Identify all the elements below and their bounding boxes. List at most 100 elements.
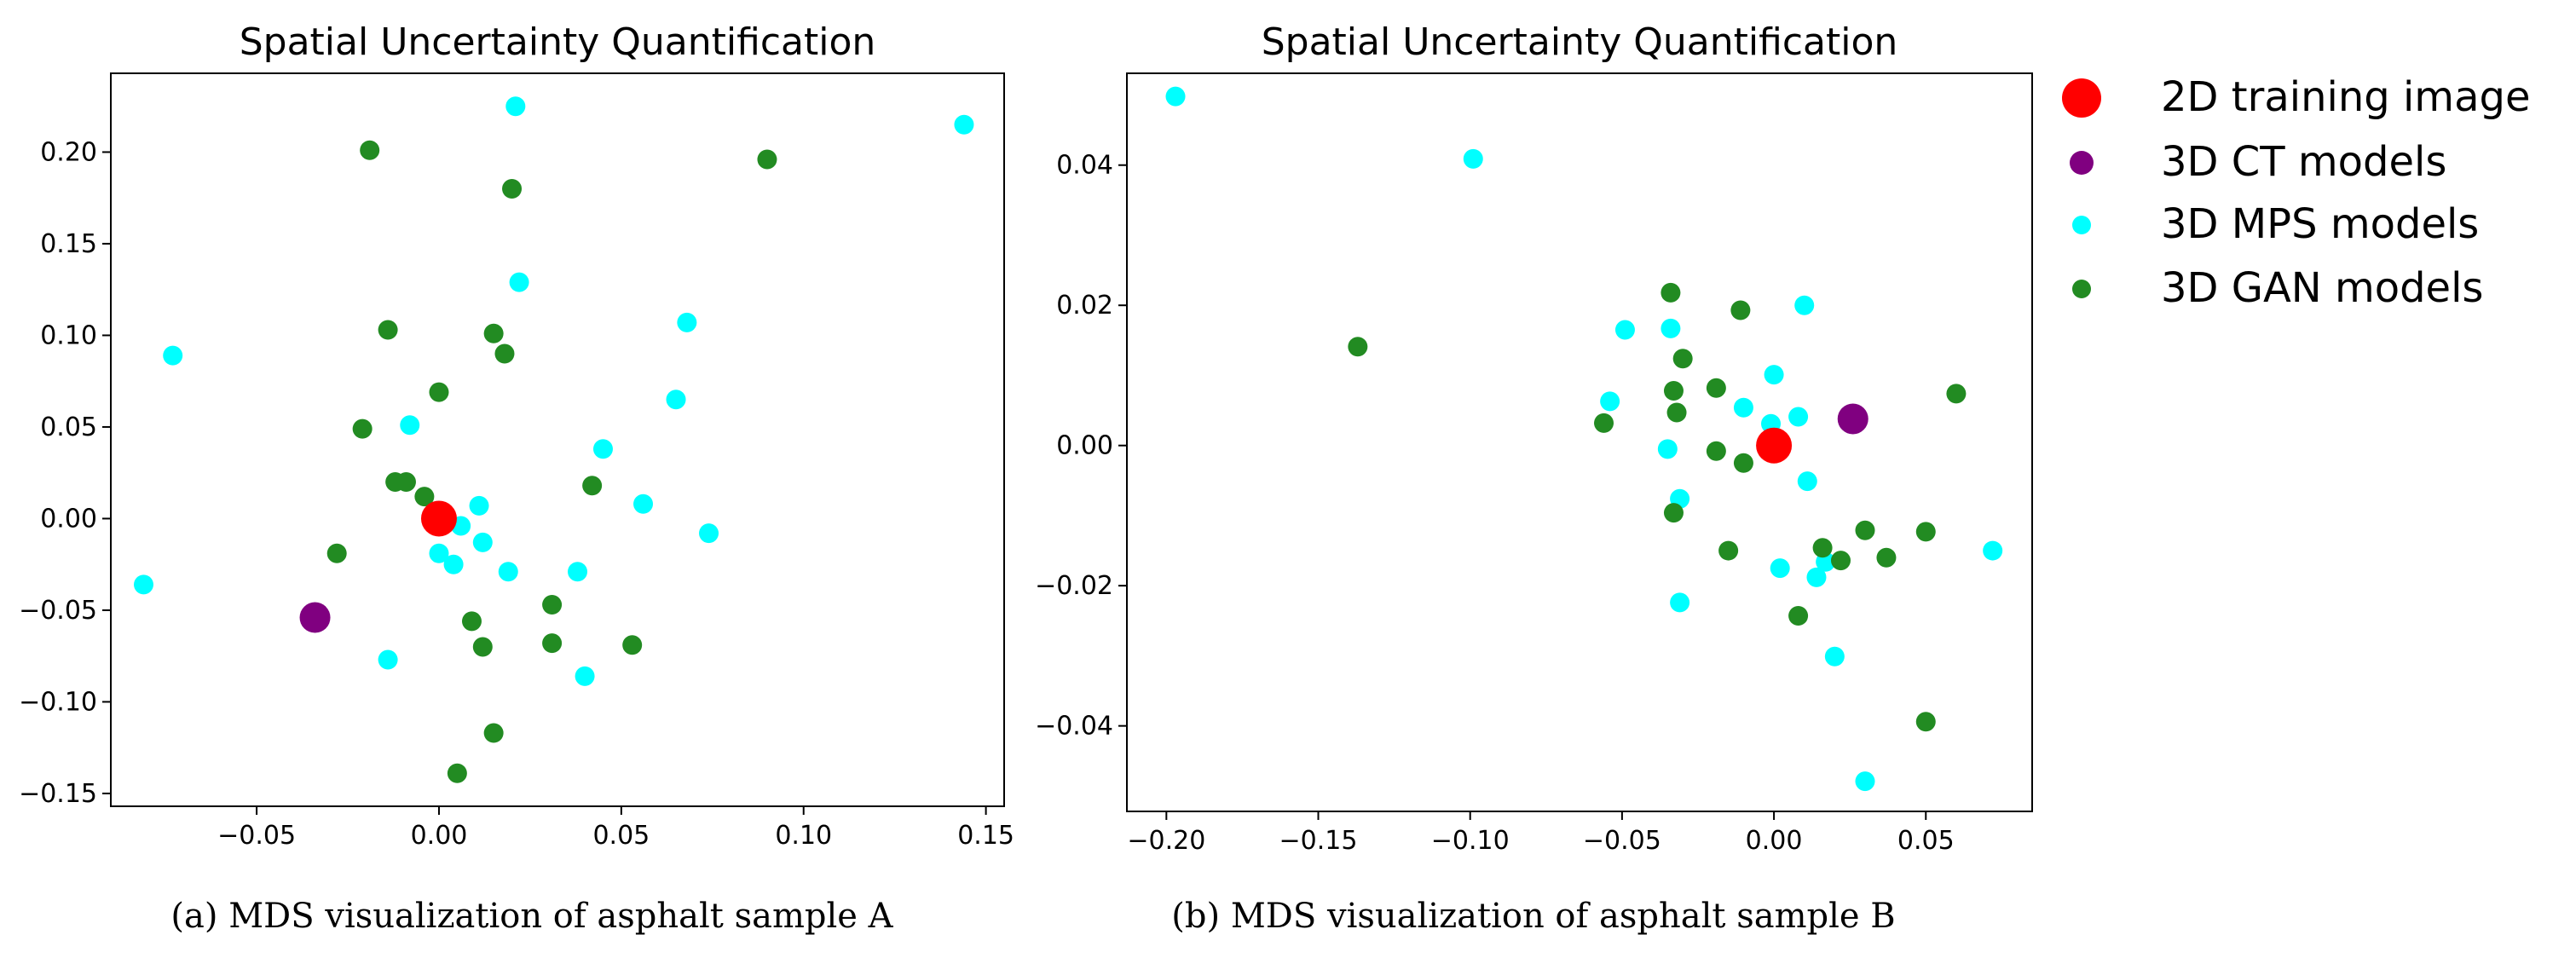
point-3d-mps-models (472, 532, 493, 552)
point-3d-mps-models (509, 272, 529, 292)
point-3d-gan-models (326, 543, 347, 563)
x-tick-label: −0.10 (1431, 826, 1510, 856)
point-3d-gan-models (1915, 712, 1936, 732)
point-3d-gan-models (1666, 402, 1687, 423)
point-3d-mps-models (1983, 540, 2003, 561)
point-3d-mps-models (1657, 439, 1678, 459)
point-3d-mps-models (1165, 86, 1186, 107)
point-3d-mps-models (1824, 646, 1845, 667)
chart-a-title: Spatial Uncertainty Quantification (240, 20, 876, 64)
point-3d-mps-models (505, 96, 526, 117)
point-3d-gan-models (1855, 520, 1875, 540)
x-tick-label: −0.05 (1583, 826, 1661, 856)
y-tick-label: 0.00 (1056, 431, 1113, 461)
point-3d-gan-models (502, 178, 523, 199)
point-3d-mps-models (1614, 320, 1635, 340)
point-3d-gan-models (378, 320, 398, 340)
point-3d-gan-models (1718, 540, 1739, 561)
chart-b: Spatial Uncertainty Quantification −0.20… (1035, 20, 2033, 936)
point-3d-mps-models (575, 666, 595, 686)
point-3d-gan-models (542, 595, 563, 615)
point-3d-gan-models (1672, 349, 1693, 369)
x-tick-label: 0.10 (775, 821, 832, 851)
legend-item-2d-training-image: 2D training image (2062, 73, 2530, 121)
legend-item-3d-ct-models: 3D CT models (2070, 138, 2446, 186)
point-3d-gan-models (1706, 378, 1726, 398)
y-tick-label: −0.02 (1035, 571, 1113, 601)
point-3d-mps-models (1764, 365, 1784, 385)
y-tick-label: −0.10 (19, 687, 97, 717)
point-3d-gan-models (494, 343, 515, 364)
point-2d-training-image (420, 500, 457, 537)
point-2d-training-image (1756, 427, 1793, 464)
point-3d-gan-models (1830, 551, 1851, 571)
x-tick-label: 0.15 (957, 821, 1014, 851)
y-tick-label: 0.02 (1056, 291, 1113, 320)
point-3d-mps-models (1797, 471, 1817, 492)
y-tick-label: −0.04 (1035, 712, 1113, 742)
x-tick-label: 0.05 (592, 821, 650, 851)
point-3d-mps-models (1733, 397, 1753, 418)
y-tick-label: 0.20 (40, 137, 97, 167)
point-3d-gan-models (483, 723, 504, 743)
point-3d-mps-models (568, 562, 588, 582)
x-tick-label: −0.15 (1279, 826, 1358, 856)
legend-marker-ct (2070, 151, 2094, 175)
legend-label-mps: 3D MPS models (2161, 200, 2479, 248)
chart-a-frame (110, 72, 1005, 807)
chart-b-frame (1126, 72, 2033, 812)
point-3d-gan-models (1348, 337, 1368, 357)
chart-a: Spatial Uncertainty Quantification −0.05… (19, 20, 1014, 936)
point-3d-gan-models (542, 633, 563, 654)
point-3d-gan-models (360, 140, 380, 160)
point-3d-mps-models (133, 574, 153, 595)
chart-a-points (133, 96, 974, 783)
y-tick-label: −0.15 (19, 779, 97, 809)
point-3d-mps-models (592, 439, 613, 459)
point-3d-gan-models (757, 149, 777, 170)
point-3d-gan-models (429, 382, 449, 402)
y-tick-label: 0.00 (40, 504, 97, 534)
point-3d-gan-models (1812, 538, 1833, 558)
point-3d-mps-models (666, 390, 686, 410)
point-3d-gan-models (352, 418, 373, 439)
point-3d-mps-models (429, 543, 449, 563)
x-tick-label: −0.05 (217, 821, 296, 851)
point-3d-mps-models (400, 415, 420, 436)
point-3d-mps-models (498, 562, 518, 582)
point-3d-mps-models (378, 649, 398, 670)
point-3d-mps-models (1770, 558, 1790, 579)
point-3d-mps-models (1661, 318, 1681, 338)
y-tick-label: −0.05 (19, 596, 97, 626)
chart-b-points (1165, 86, 2003, 792)
point-3d-gan-models (414, 487, 435, 507)
point-3d-gan-models (1733, 453, 1753, 473)
x-tick-label: 0.05 (1897, 826, 1955, 856)
point-3d-gan-models (1788, 606, 1809, 626)
point-3d-mps-models (699, 523, 719, 544)
chart-b-caption: (b) MDS visualization of asphalt sample … (1171, 897, 1895, 936)
legend-item-3d-gan-models: 3D GAN models (2072, 264, 2483, 312)
point-3d-gan-models (1661, 282, 1681, 303)
point-3d-mps-models (633, 493, 654, 514)
legend-label-2d: 2D training image (2161, 73, 2530, 121)
legend-marker-mps (2072, 216, 2091, 234)
point-3d-gan-models (447, 763, 467, 783)
point-3d-mps-models (1855, 771, 1875, 792)
point-3d-gan-models (1663, 503, 1684, 523)
legend-marker-2d (2062, 78, 2101, 118)
point-3d-mps-models (1788, 407, 1809, 427)
x-tick-label: 0.00 (1746, 826, 1803, 856)
legend-marker-gan (2072, 280, 2091, 298)
point-3d-gan-models (1876, 547, 1897, 568)
point-3d-mps-models (163, 345, 183, 366)
point-3d-gan-models (582, 476, 603, 496)
y-tick-label: 0.15 (40, 229, 97, 259)
point-3d-mps-models (1794, 295, 1815, 315)
point-3d-gan-models (1946, 384, 1967, 404)
point-3d-mps-models (954, 114, 974, 135)
point-3d-mps-models (677, 312, 697, 332)
point-3d-gan-models (396, 471, 416, 492)
y-tick-label: 0.05 (40, 413, 97, 442)
